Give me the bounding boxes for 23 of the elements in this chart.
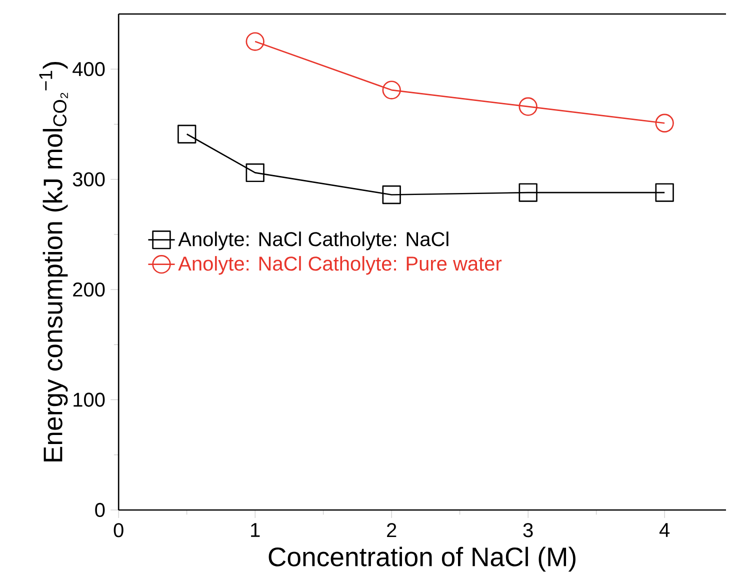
- y-tick-label: 300: [72, 172, 105, 186]
- legend-label: Anolyte: NaCl Catholyte: Pure water: [178, 256, 502, 275]
- point: [178, 124, 196, 144]
- x-axis-title: Concentration of NaCl (M): [268, 546, 576, 572]
- y-tick-label: 400: [72, 62, 105, 76]
- y-tick-label: 200: [73, 282, 105, 297]
- point: [246, 163, 264, 182]
- y-axis-title: Energy consumption (kJ mol$_{CO₂}$$^{−1}$): [39, 62, 68, 462]
- x-tick-label: 1: [251, 523, 260, 537]
- legend-label: Anolyte: NaCl Catholyte: NaCl: [178, 232, 448, 250]
- y-tick-label: 0: [95, 502, 105, 518]
- x-tick-label: 3: [523, 523, 533, 538]
- y-tick-label: 100: [74, 392, 105, 407]
- point: [246, 32, 264, 51]
- x-tick-label: 0: [114, 523, 124, 538]
- x-tick-label: 2: [387, 523, 396, 538]
- point: [518, 97, 538, 116]
- x-tick-label: 4: [659, 523, 670, 537]
- point: [655, 114, 674, 132]
- point: [518, 183, 538, 202]
- point: [382, 80, 401, 100]
- point: [382, 185, 401, 204]
- point: [655, 183, 674, 202]
